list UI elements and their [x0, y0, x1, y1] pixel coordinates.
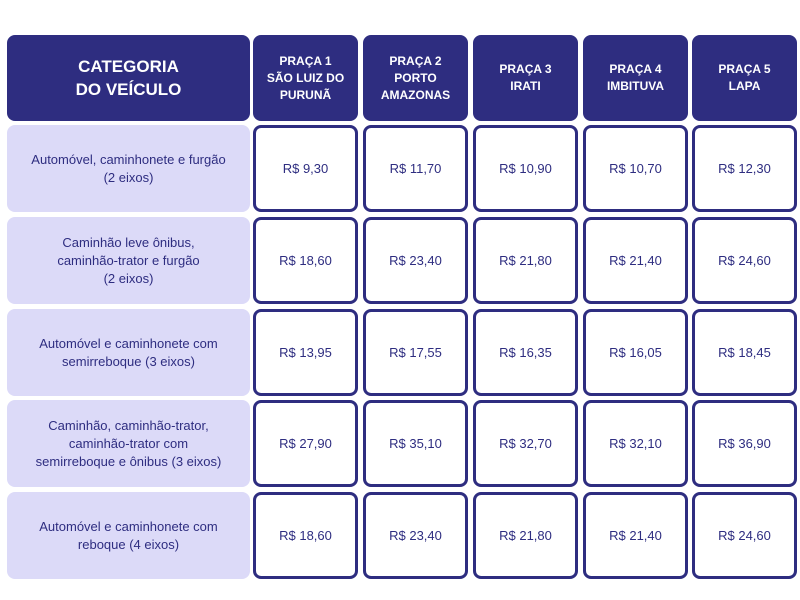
price-cell: R$ 32,70: [473, 400, 578, 487]
category-text: Caminhão leve ônibus,: [62, 234, 195, 250]
price-cell: R$ 23,40: [363, 217, 468, 304]
header-text: DO VEÍCULO: [75, 80, 182, 99]
price-text: R$ 13,95: [279, 345, 332, 360]
price-cell: R$ 16,05: [583, 309, 688, 396]
price-cell: R$ 24,60: [692, 492, 797, 579]
header-text: PRAÇA 5: [718, 62, 771, 76]
price-cell: R$ 27,90: [253, 400, 358, 487]
header-text: PRAÇA 1: [279, 53, 332, 68]
price-text: R$ 18,60: [279, 253, 332, 268]
header-text: PURUNÃ: [279, 87, 332, 102]
price-text: R$ 11,70: [389, 161, 442, 176]
price-text: R$ 21,80: [499, 253, 552, 268]
plaza-header: PRAÇA 4 IMBITUVA: [583, 35, 688, 121]
price-text: R$ 9,30: [282, 161, 329, 176]
category-text: Automóvel e caminhonete com: [39, 518, 218, 534]
category-cell: Caminhão leve ônibus, caminhão-trator e f…: [7, 217, 250, 304]
price-text: R$ 21,40: [609, 253, 662, 268]
price-text: R$ 23,40: [389, 253, 442, 268]
category-text: semirreboque (3 eixos): [62, 353, 195, 369]
price-text: R$ 16,05: [609, 345, 662, 360]
header-text: PRAÇA 2: [389, 53, 442, 68]
price-text: R$ 21,40: [609, 528, 662, 543]
header-text: PORTO: [394, 70, 437, 85]
price-cell: R$ 21,80: [473, 492, 578, 579]
price-cell: R$ 24,60: [692, 217, 797, 304]
category-cell: Automóvel e caminhonete com reboque (4 ei…: [7, 492, 250, 579]
header-text: PRAÇA 3: [499, 62, 552, 76]
price-text: R$ 27,90: [279, 436, 332, 451]
price-cell: R$ 16,35: [473, 309, 578, 396]
plaza-header: PRAÇA 1 SÃO LUIZ DO PURUNÃ: [253, 35, 358, 121]
price-text: R$ 32,10: [609, 436, 662, 451]
header-text: SÃO LUIZ DO: [266, 70, 345, 85]
price-text: R$ 24,60: [718, 253, 771, 268]
price-cell: R$ 18,60: [253, 217, 358, 304]
category-text: (2 eixos): [103, 169, 154, 185]
header-text: AMAZONAS: [380, 87, 451, 102]
category-text: Automóvel e caminhonete com: [39, 335, 218, 351]
price-cell: R$ 21,40: [583, 217, 688, 304]
category-cell: Automóvel, caminhonete e furgão (2 eixos): [7, 125, 250, 212]
price-cell: R$ 36,90: [692, 400, 797, 487]
category-text: Caminhão, caminhão-trator,: [48, 417, 209, 433]
price-cell: R$ 21,40: [583, 492, 688, 579]
price-text: R$ 35,10: [389, 436, 442, 451]
category-cell: Caminhão, caminhão-trator, caminhão-trato…: [7, 400, 250, 487]
category-header: CATEGORIA DO VEÍCULO: [7, 35, 250, 121]
price-cell: R$ 12,30: [692, 125, 797, 212]
price-cell: R$ 18,45: [692, 309, 797, 396]
price-cell: R$ 35,10: [363, 400, 468, 487]
price-text: R$ 18,45: [718, 345, 771, 360]
price-text: R$ 17,55: [389, 345, 442, 360]
price-cell: R$ 21,80: [473, 217, 578, 304]
price-cell: R$ 23,40: [363, 492, 468, 579]
price-text: R$ 18,60: [279, 528, 332, 543]
price-text: R$ 23,40: [389, 528, 442, 543]
price-text: R$ 24,60: [718, 528, 771, 543]
price-cell: R$ 17,55: [363, 309, 468, 396]
price-text: R$ 10,70: [609, 161, 662, 176]
price-cell: R$ 9,30: [253, 125, 358, 212]
price-cell: R$ 11,70: [363, 125, 468, 212]
price-text: R$ 36,90: [718, 436, 771, 451]
category-text: caminhão-trator com: [68, 435, 189, 451]
category-text: caminhão-trator e furgão: [57, 252, 200, 268]
price-text: R$ 12,30: [718, 161, 771, 176]
price-cell: R$ 10,70: [583, 125, 688, 212]
price-cell: R$ 13,95: [253, 309, 358, 396]
price-cell: R$ 32,10: [583, 400, 688, 487]
price-cell: R$ 18,60: [253, 492, 358, 579]
header-text: LAPA: [728, 79, 761, 93]
header-text: IMBITUVA: [606, 79, 665, 93]
category-text: (2 eixos): [103, 270, 154, 286]
price-text: R$ 16,35: [499, 345, 552, 360]
header-text: CATEGORIA: [78, 57, 179, 76]
category-cell: Automóvel e caminhonete com semirreboque …: [7, 309, 250, 396]
plaza-header: PRAÇA 2 PORTO AMAZONAS: [363, 35, 468, 121]
header-text: PRAÇA 4: [609, 62, 662, 76]
header-text: IRATI: [510, 79, 541, 93]
price-text: R$ 21,80: [499, 528, 552, 543]
price-cell: R$ 10,90: [473, 125, 578, 212]
plaza-header: PRAÇA 5 LAPA: [692, 35, 797, 121]
category-text: Automóvel, caminhonete e furgão: [31, 151, 226, 167]
plaza-header: PRAÇA 3 IRATI: [473, 35, 578, 121]
category-text: reboque (4 eixos): [77, 536, 180, 552]
price-text: R$ 32,70: [499, 436, 552, 451]
category-text: semirreboque e ônibus (3 eixos): [35, 453, 222, 469]
price-text: R$ 10,90: [499, 161, 552, 176]
